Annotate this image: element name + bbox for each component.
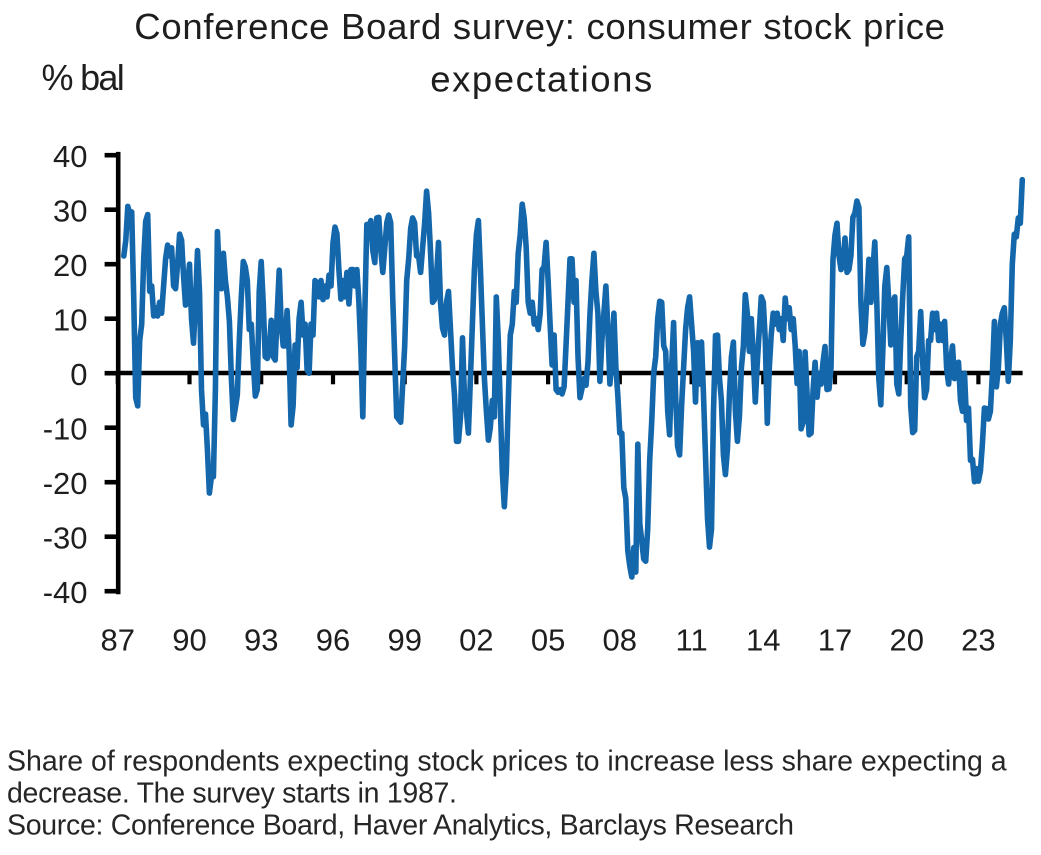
svg-text:30: 30 xyxy=(53,193,87,228)
svg-text:-30: -30 xyxy=(43,520,88,555)
svg-text:17: 17 xyxy=(818,623,852,658)
svg-text:Conference Board survey: consu: Conference Board survey: consumer stock … xyxy=(134,6,945,47)
svg-text:96: 96 xyxy=(316,623,350,658)
svg-text:87: 87 xyxy=(101,623,135,658)
svg-text:23: 23 xyxy=(961,623,995,658)
svg-text:05: 05 xyxy=(531,623,565,658)
svg-text:-10: -10 xyxy=(43,411,88,446)
svg-text:expectations: expectations xyxy=(430,59,654,100)
svg-text:11: 11 xyxy=(676,623,708,658)
svg-text:10: 10 xyxy=(53,302,87,337)
svg-text:0: 0 xyxy=(70,357,87,392)
svg-text:decrease. The survey starts in: decrease. The survey starts in 1987. xyxy=(7,778,457,810)
svg-text:02: 02 xyxy=(459,623,493,658)
svg-text:99: 99 xyxy=(387,623,421,658)
svg-text:% bal: % bal xyxy=(42,57,124,98)
svg-text:-20: -20 xyxy=(43,466,88,501)
svg-text:20: 20 xyxy=(889,623,923,658)
svg-text:08: 08 xyxy=(603,623,637,658)
svg-text:20: 20 xyxy=(53,248,87,283)
svg-text:90: 90 xyxy=(172,623,206,658)
svg-text:14: 14 xyxy=(746,623,780,658)
svg-text:40: 40 xyxy=(53,139,87,174)
svg-text:Source: Conference Board, Have: Source: Conference Board, Haver Analytic… xyxy=(7,810,794,842)
svg-text:-40: -40 xyxy=(43,575,88,610)
svg-text:Share of respondents expecting: Share of respondents expecting stock pri… xyxy=(7,746,1007,778)
svg-text:93: 93 xyxy=(244,623,278,658)
